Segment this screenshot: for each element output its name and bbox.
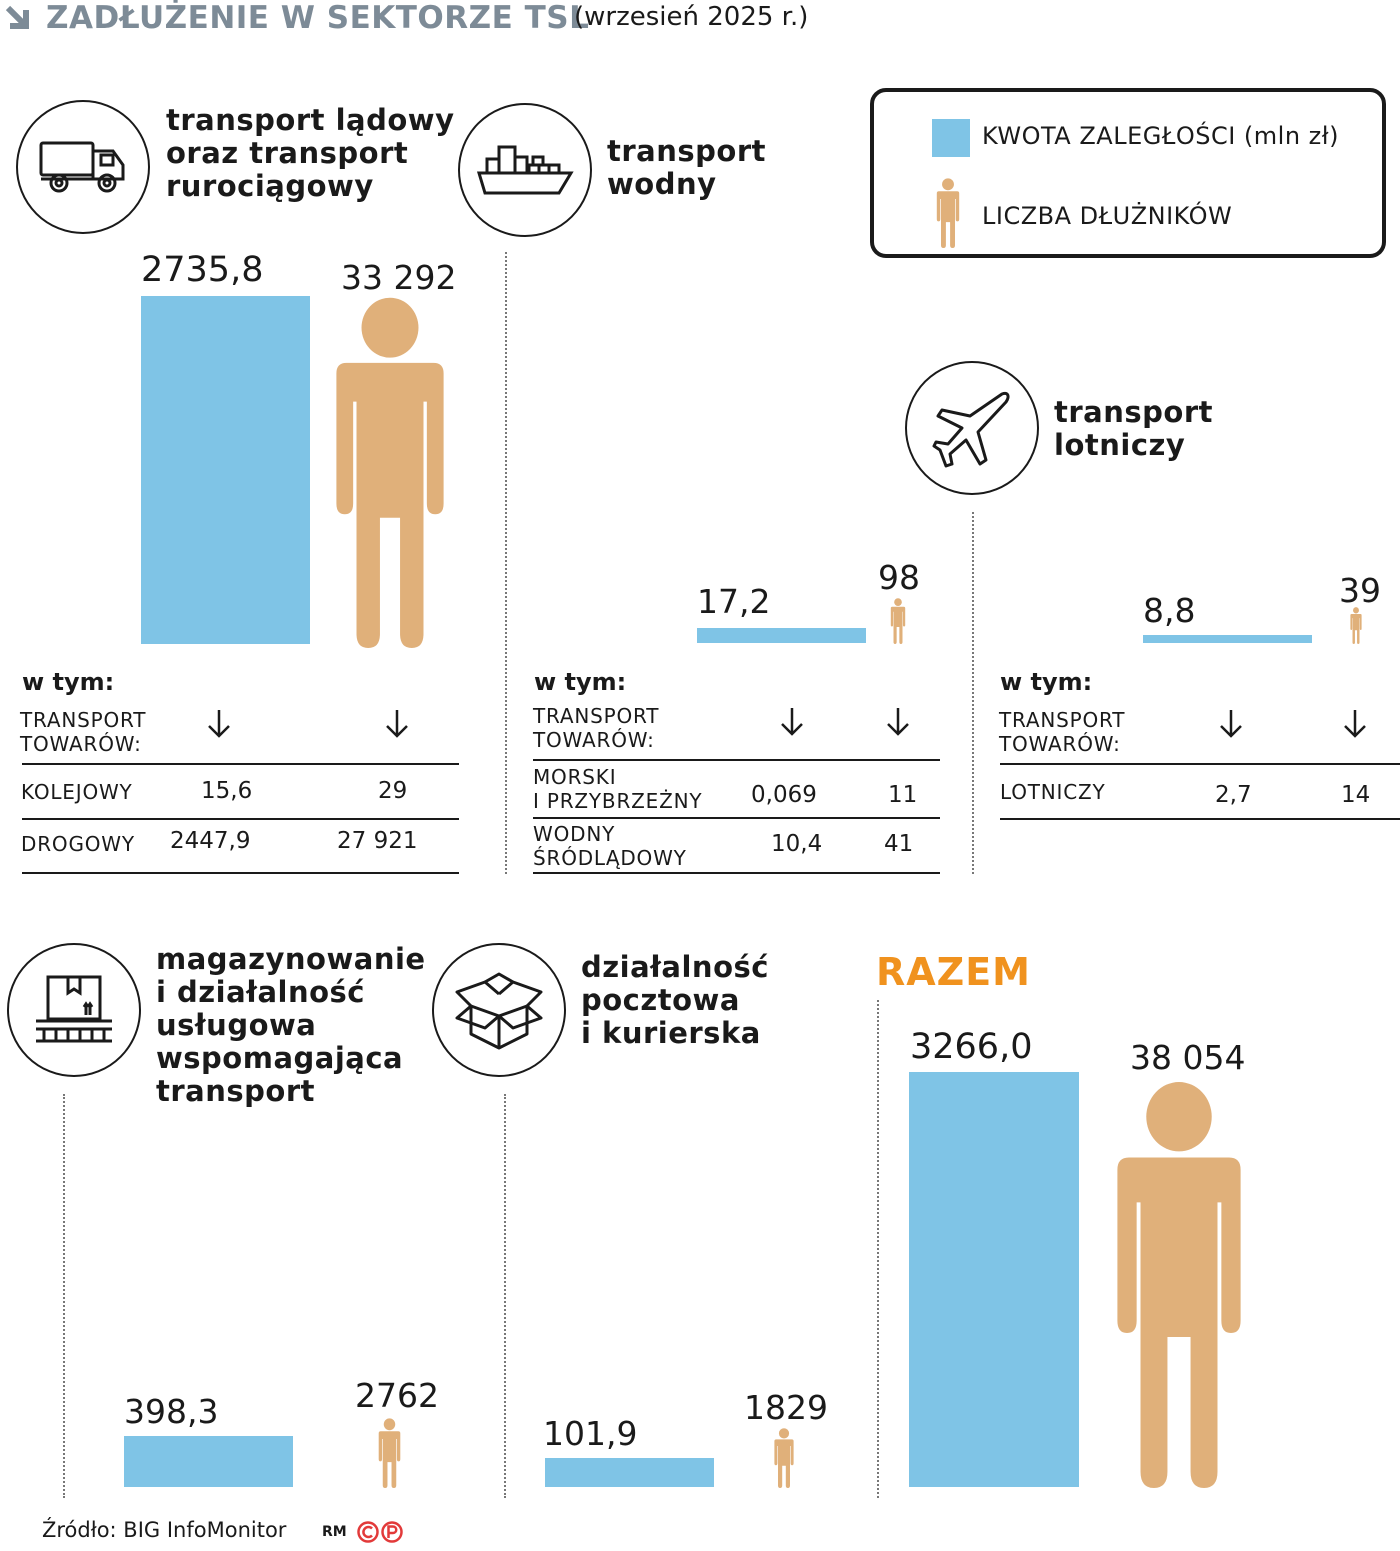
postal-amount-bar bbox=[545, 1458, 714, 1487]
water-amount-label: 17,2 bbox=[697, 582, 771, 621]
arrow-down-right-icon bbox=[5, 5, 29, 29]
legend-bar-swatch bbox=[932, 119, 970, 157]
water-transport-title: transport wodny bbox=[607, 134, 766, 201]
divider bbox=[533, 872, 940, 874]
chart-subtitle: (wrzesień 2025 r.) bbox=[574, 2, 809, 32]
author-initials: RM bbox=[322, 1524, 347, 1540]
storage-amount-label: 398,3 bbox=[124, 1392, 219, 1431]
air-row-label: LOTNICZY bbox=[1000, 780, 1106, 804]
storage-debtors-label: 2762 bbox=[355, 1376, 439, 1415]
land-breakdown-heading: w tym: bbox=[22, 668, 115, 696]
legend-amount-label: KWOTA ZALEGŁOŚCI (mln zł) bbox=[982, 122, 1339, 150]
land-row-debtors: 29 bbox=[378, 778, 408, 804]
legend-debtors-label: LICZBA DŁUŻNIKÓW bbox=[982, 202, 1233, 230]
air-breakdown-subheading: TRANSPORT TOWARÓW: bbox=[999, 708, 1126, 756]
land-row-amount: 15,6 bbox=[201, 778, 253, 804]
land-row-label: DROGOWY bbox=[21, 832, 135, 856]
legend: KWOTA ZALEGŁOŚCI (mln zł) LICZBA DŁUŻNIK… bbox=[870, 88, 1386, 258]
source-note: Źródło: BIG InfoMonitor bbox=[42, 1518, 287, 1542]
air-breakdown-heading: w tym: bbox=[1000, 668, 1093, 696]
arrow-down-icon bbox=[386, 710, 408, 738]
chart-title: ZADŁUŻENIE W SEKTORZE TSL bbox=[46, 0, 590, 36]
storage-title: magazynowanie i działalność usługowa wsp… bbox=[156, 942, 426, 1108]
parcel-box-icon bbox=[455, 972, 543, 1050]
land-debtors-label: 33 292 bbox=[341, 258, 457, 297]
water-row-debtors: 11 bbox=[888, 782, 918, 808]
storage-icon-circle bbox=[7, 943, 141, 1077]
arrow-down-icon bbox=[208, 710, 230, 738]
water-debtors-label: 98 bbox=[878, 558, 920, 597]
postal-debtors-person bbox=[772, 1428, 796, 1488]
water-breakdown-heading: w tym: bbox=[534, 668, 627, 696]
postal-debtors-label: 1829 bbox=[744, 1388, 828, 1427]
postal-title: działalność pocztowa i kurierska bbox=[581, 950, 769, 1050]
legend-person-icon bbox=[934, 178, 962, 248]
water-row-label: MORSKI I PRZYBRZEŻNY bbox=[533, 765, 703, 813]
land-transport-title: transport lądowy oraz transport rurociąg… bbox=[166, 103, 455, 203]
land-row-amount: 2447,9 bbox=[170, 828, 251, 854]
storage-amount-bar bbox=[124, 1436, 293, 1487]
total-debtors-label: 38 054 bbox=[1130, 1038, 1246, 1077]
water-amount-bar bbox=[697, 628, 866, 643]
air-debtors-label: 39 bbox=[1339, 571, 1381, 610]
ship-icon bbox=[476, 145, 574, 195]
arrow-down-icon bbox=[1220, 710, 1242, 738]
air-amount-bar bbox=[1143, 635, 1312, 643]
arrow-down-icon bbox=[1344, 710, 1366, 738]
total-label: RAZEM bbox=[876, 950, 1031, 994]
land-transport-icon-circle bbox=[16, 100, 150, 234]
air-row-amount: 2,7 bbox=[1215, 782, 1252, 808]
divider bbox=[22, 818, 459, 820]
water-breakdown-subheading: TRANSPORT TOWARÓW: bbox=[533, 704, 660, 752]
storage-debtors-person bbox=[376, 1418, 403, 1488]
postal-icon-circle bbox=[432, 943, 566, 1077]
air-row-debtors: 14 bbox=[1341, 782, 1371, 808]
air-debtors-person bbox=[1349, 607, 1363, 644]
land-amount-bar bbox=[141, 296, 310, 644]
total-amount-label: 3266,0 bbox=[910, 1027, 1033, 1067]
land-row-debtors: 27 921 bbox=[337, 828, 418, 854]
water-row-amount: 0,069 bbox=[751, 782, 817, 808]
dotted-separator bbox=[63, 1094, 65, 1498]
dotted-separator bbox=[972, 512, 974, 874]
arrow-down-icon bbox=[887, 708, 909, 736]
dotted-separator bbox=[877, 1000, 879, 1498]
total-amount-bar bbox=[909, 1072, 1079, 1487]
airplane-icon bbox=[932, 392, 1010, 468]
dotted-separator bbox=[505, 252, 507, 874]
land-row-label: KOLEJOWY bbox=[21, 780, 133, 804]
air-transport-icon-circle bbox=[905, 361, 1039, 495]
air-amount-label: 8,8 bbox=[1143, 591, 1196, 630]
total-debtors-person bbox=[1102, 1080, 1256, 1488]
land-breakdown-subheading: TRANSPORT TOWARÓW: bbox=[20, 708, 147, 756]
truck-icon bbox=[39, 141, 125, 193]
postal-amount-label: 101,9 bbox=[543, 1414, 638, 1453]
water-row-label: WODNY ŚRÓDLĄDOWY bbox=[533, 822, 687, 870]
water-row-amount: 10,4 bbox=[771, 831, 823, 857]
divider bbox=[533, 759, 940, 761]
water-row-debtors: 41 bbox=[884, 831, 914, 857]
water-transport-icon-circle bbox=[458, 103, 592, 237]
copyright-logo bbox=[357, 1521, 403, 1543]
land-debtors-person bbox=[323, 296, 457, 648]
divider bbox=[1000, 818, 1400, 820]
divider bbox=[22, 872, 459, 874]
air-transport-title: transport lotniczy bbox=[1054, 395, 1213, 462]
divider bbox=[22, 763, 459, 765]
divider bbox=[533, 817, 940, 819]
arrow-down-icon bbox=[781, 708, 803, 736]
water-debtors-person bbox=[889, 598, 907, 644]
divider bbox=[1000, 763, 1400, 765]
land-amount-label: 2735,8 bbox=[141, 250, 264, 290]
dotted-separator bbox=[504, 1094, 506, 1498]
warehouse-box-icon bbox=[36, 975, 112, 1043]
